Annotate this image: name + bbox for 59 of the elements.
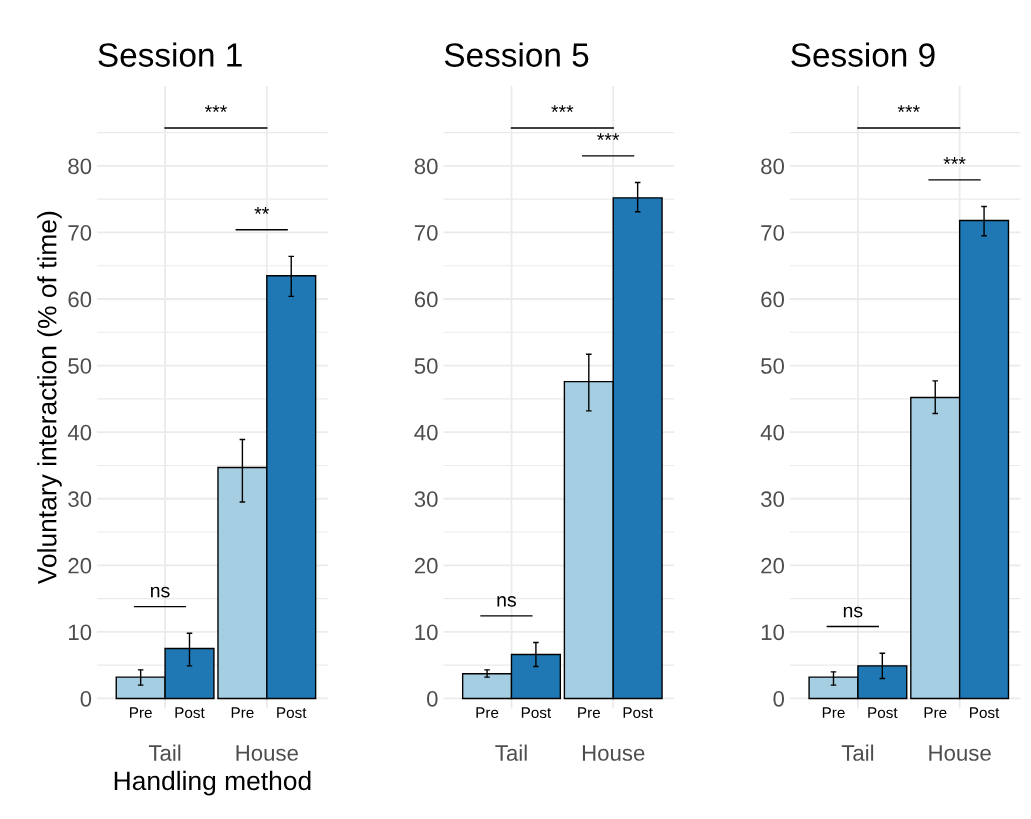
y-tick-label: 80 (68, 158, 92, 175)
annotation: ns (151, 586, 170, 598)
y-tick-label: 50 (761, 358, 785, 374)
series-label: Pre (130, 707, 152, 718)
y-tick-label: 70 (414, 224, 438, 241)
annotation: *** (943, 157, 966, 164)
y-tick-label: 60 (414, 291, 438, 308)
annotation: *** (897, 105, 920, 113)
y-tick-label: 20 (414, 557, 438, 574)
chart-title: Session 1 (98, 42, 242, 67)
y-tick-label: 70 (761, 224, 785, 241)
x-tick-label: Tail (495, 744, 527, 761)
annotation: *** (204, 105, 227, 113)
chart-title: Session 5 (444, 42, 589, 67)
y-tick-label: 10 (69, 624, 92, 641)
x-axis-title: Handling method (114, 770, 311, 796)
y-tick-label: 30 (414, 491, 438, 508)
annotation: ns (497, 596, 516, 607)
series-label: Post (521, 707, 552, 718)
y-tick-label: 40 (67, 424, 92, 441)
series-label: Post (868, 707, 898, 718)
y-tick-label: 80 (414, 158, 438, 175)
y-tick-label: 0 (773, 690, 785, 707)
y-tick-label: 30 (761, 491, 785, 508)
annotation: ns (843, 606, 863, 618)
y-tick-label: 0 (80, 690, 92, 707)
y-tick-label: 40 (760, 424, 785, 441)
y-tick-label: 10 (761, 624, 785, 641)
y-tick-label: 20 (68, 557, 92, 574)
y-tick-label: 60 (761, 291, 785, 308)
x-tick-label: House (929, 745, 991, 761)
y-tick-label: 70 (68, 224, 92, 241)
series-label: Post (175, 707, 205, 718)
chart-title: Session 9 (791, 42, 935, 67)
y-tick-label: 10 (415, 624, 438, 641)
y-tick-label: 60 (68, 291, 92, 308)
text: Pre (924, 707, 947, 718)
series-label: Pre (476, 707, 499, 718)
x-tick-label: Tail (841, 744, 874, 761)
x-tick-label: House (582, 745, 645, 761)
annotation: *** (597, 133, 620, 140)
x-tick-label: House (236, 745, 298, 761)
y-tick-label: 20 (761, 557, 785, 574)
text: Pre (578, 707, 601, 718)
y-tick-label: 30 (68, 491, 92, 508)
text: Post (623, 707, 653, 718)
y-tick-label: 80 (761, 158, 785, 175)
y-tick-label: 50 (68, 358, 92, 374)
y-tick-label: 0 (426, 690, 438, 707)
x-tick-label: Tail (148, 744, 181, 761)
text: Pre (231, 707, 254, 718)
annotation: ** (254, 207, 269, 214)
y-tick-label: 50 (414, 358, 438, 374)
text: Post (970, 707, 1000, 718)
series-label: Pre (822, 707, 845, 718)
text: Post (277, 707, 307, 718)
annotation: *** (551, 105, 574, 113)
y-tick-label: 40 (414, 424, 438, 441)
y-axis-title: Voluntary interaction (% of time) (37, 211, 62, 585)
